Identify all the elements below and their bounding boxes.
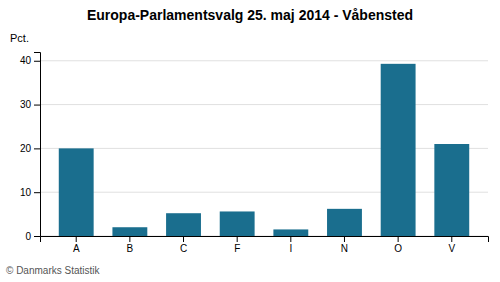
- x-tick: I: [289, 236, 292, 254]
- bar: [112, 227, 147, 236]
- x-tick-mark: [183, 236, 184, 242]
- y-tick-mark: [34, 192, 40, 193]
- y-tick: 20: [20, 143, 40, 154]
- x-tick-label: F: [234, 243, 240, 254]
- y-axis-line: [34, 53, 41, 237]
- x-tick: O: [394, 236, 402, 254]
- y-tick: 0: [25, 231, 40, 242]
- x-tick: V: [448, 236, 455, 254]
- x-tick-label: N: [341, 243, 348, 254]
- x-tick-mark: [237, 236, 238, 242]
- footer: © Danmarks Statistik: [6, 265, 101, 276]
- y-tick-mark: [34, 148, 40, 149]
- bar: [59, 148, 94, 236]
- x-tick-label: V: [448, 243, 455, 254]
- grid-line: [40, 148, 488, 149]
- bar: [381, 64, 416, 236]
- x-tick-mark: [290, 236, 291, 242]
- x-tick: N: [341, 236, 348, 254]
- y-tick-label: 30: [20, 99, 32, 110]
- x-tick-mark: [344, 236, 345, 242]
- grid-line: [40, 192, 488, 193]
- y-tick-label: 10: [20, 187, 32, 198]
- y-tick-label: 0: [25, 231, 31, 242]
- y-tick-mark: [34, 105, 40, 106]
- y-tick: 40: [20, 55, 40, 66]
- grid: [40, 61, 488, 236]
- x-tick-label: C: [180, 243, 187, 254]
- y-tick: 10: [20, 187, 40, 198]
- x-tick-label: I: [289, 243, 292, 254]
- grid-line: [40, 104, 488, 105]
- y-tick-mark: [34, 61, 40, 62]
- y-tick: 30: [20, 99, 40, 110]
- x-axis: ABCFINOV: [41, 236, 489, 254]
- bar: [327, 209, 362, 236]
- x-tick-mark: [129, 236, 130, 242]
- y-tick-mark: [34, 236, 40, 237]
- x-tick: B: [127, 236, 134, 254]
- x-tick-mark: [451, 236, 452, 242]
- y-axis-label: Pct.: [10, 32, 29, 44]
- bar: [273, 229, 308, 236]
- bar: [166, 213, 201, 236]
- x-tick: A: [73, 236, 80, 254]
- x-tick-label: O: [394, 243, 402, 254]
- bars: [59, 64, 469, 236]
- x-tick: F: [234, 236, 240, 254]
- x-tick-mark: [76, 236, 77, 242]
- bar: [434, 144, 469, 236]
- y-tick-label: 20: [20, 143, 32, 154]
- x-axis-line: [41, 237, 489, 243]
- title: Europa-Parlamentsvalg 25. maj 2014 - Våb…: [87, 7, 413, 23]
- chart: 0 10 20 30 40 A B C F I N O V Pct. Europa-Parlamentsva…: [0, 0, 500, 282]
- x-tick-mark: [398, 236, 399, 242]
- y-axis: 0 10 20 30 40: [20, 53, 41, 242]
- x-tick-label: B: [127, 243, 134, 254]
- x-tick-label: A: [73, 243, 80, 254]
- y-tick-label: 40: [20, 55, 32, 66]
- grid-line: [40, 60, 488, 61]
- x-tick: C: [180, 236, 187, 254]
- bar: [220, 211, 255, 236]
- plot: 0 10 20 30 40 A B C F I N O V: [20, 53, 489, 255]
